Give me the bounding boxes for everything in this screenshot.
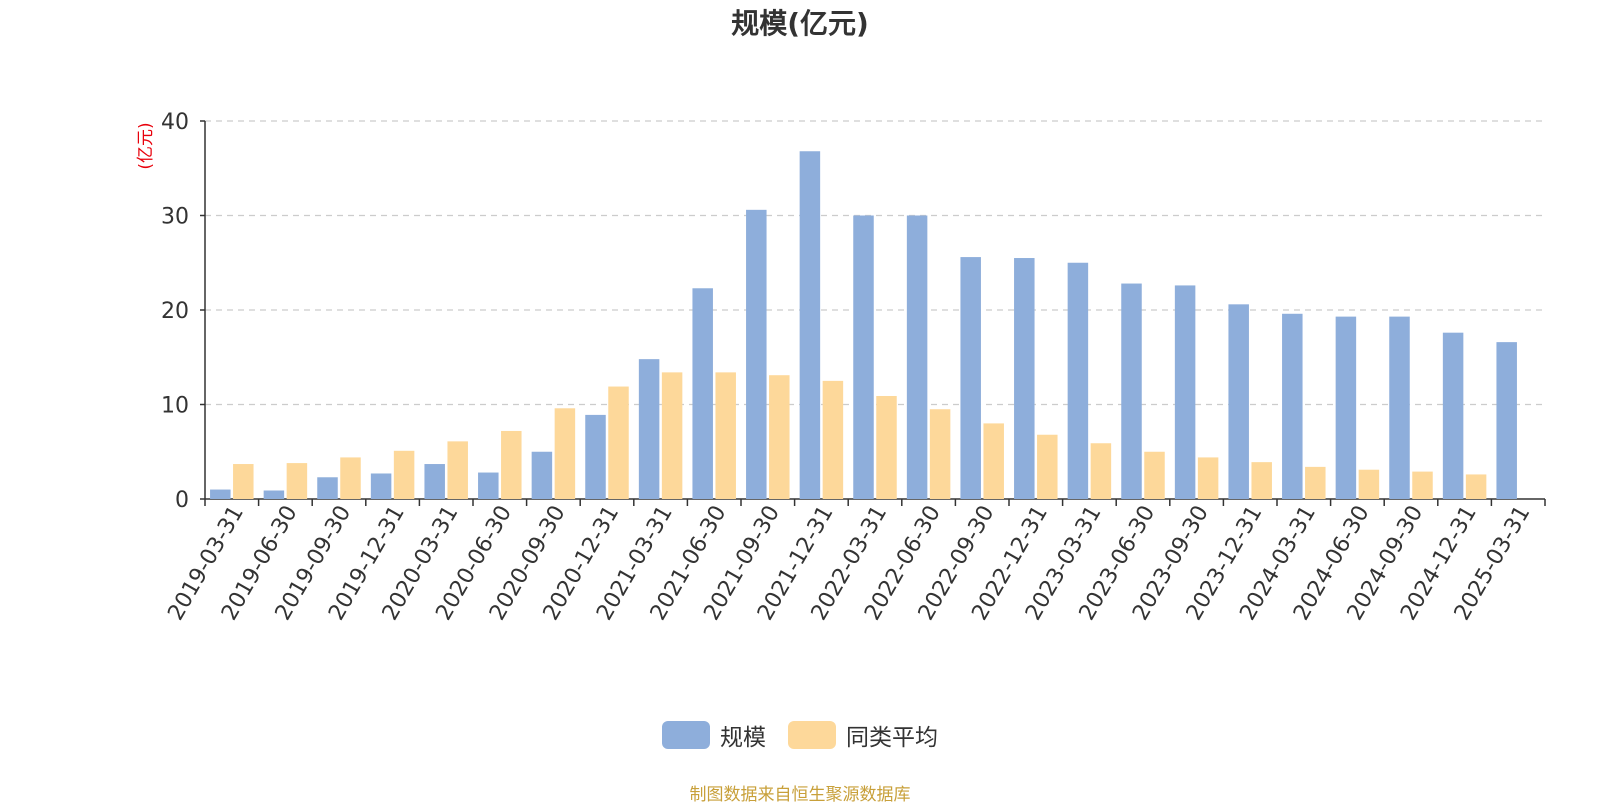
legend-item-peer-average[interactable]: 同类平均 — [788, 718, 938, 752]
source-note: 制图数据来自恒生聚源数据库 — [689, 785, 911, 805]
bar-scale — [1335, 316, 1357, 499]
bar-scale — [478, 472, 499, 499]
y-axis-label: (亿元) — [136, 122, 156, 169]
bar-scale — [1067, 262, 1089, 499]
bar-peer-average — [929, 409, 951, 499]
bar-scale — [585, 414, 606, 499]
bar-peer-average — [769, 375, 790, 499]
bar-peer-average — [393, 450, 415, 499]
bar-scale — [1389, 316, 1410, 499]
y-tick-label: 40 — [161, 110, 189, 135]
bar-scale — [317, 477, 338, 499]
legend-label-peer-average: 同类平均 — [846, 725, 938, 751]
bar-scale — [853, 215, 874, 499]
bar-peer-average — [233, 464, 254, 499]
bar-scale — [692, 288, 713, 499]
bar-peer-average — [1144, 451, 1165, 499]
y-tick-label: 0 — [175, 488, 189, 513]
bar-peer-average — [1037, 434, 1058, 499]
bar-scale — [1228, 304, 1249, 499]
bar-scale — [1121, 283, 1142, 499]
bar-peer-average — [822, 380, 844, 499]
bar-scale — [799, 151, 821, 500]
legend-item-scale[interactable]: 规模 — [662, 718, 766, 752]
bar-peer-average — [286, 463, 308, 499]
bar-peer-average — [1465, 474, 1487, 499]
tick-labels: 010203040(亿元)2019-03-312019-06-302019-09… — [136, 110, 1535, 625]
bar-scale — [210, 489, 231, 499]
bar-peer-average — [876, 395, 897, 499]
bar-peer-average — [340, 457, 361, 499]
legend-label-scale: 规模 — [720, 725, 766, 751]
bar-scale — [370, 473, 392, 499]
bar-scale — [1282, 313, 1303, 499]
bar-scale — [638, 359, 660, 499]
bar-peer-average — [1305, 466, 1326, 499]
bar-scale — [960, 257, 981, 499]
bar-peer-average — [1197, 457, 1219, 499]
bar-peer-average — [1412, 471, 1433, 499]
bar-peer-average — [983, 423, 1004, 499]
bar-peer-average — [447, 441, 468, 499]
bar-peer-average — [1251, 462, 1272, 499]
bar-peer-average — [715, 372, 736, 499]
bar-scale — [531, 451, 553, 499]
legend: 规模 同类平均 — [0, 718, 1600, 752]
y-tick-label: 10 — [161, 394, 189, 419]
bar-peer-average — [554, 408, 576, 499]
bar-scale — [746, 209, 767, 499]
bar-scale — [263, 490, 285, 499]
bar-peer-average — [661, 372, 683, 499]
grid-lines — [205, 120, 1545, 406]
bar-peer-average — [501, 430, 522, 499]
bar-peer-average — [1358, 469, 1380, 499]
bar-peer-average — [608, 386, 629, 499]
chart-title: 规模(亿元) — [731, 7, 869, 40]
legend-swatch-peer-average — [788, 721, 836, 749]
bar-scale — [906, 215, 928, 499]
bar-scale — [1014, 258, 1035, 499]
legend-swatch-scale — [662, 721, 710, 749]
bar-scale — [1442, 332, 1464, 499]
bar-scale — [1496, 342, 1517, 499]
bar-peer-average — [1090, 443, 1112, 499]
y-tick-label: 30 — [161, 205, 189, 230]
bar-scale — [1174, 285, 1196, 499]
y-tick-label: 20 — [161, 299, 189, 324]
bar-scale — [424, 464, 445, 499]
bars — [210, 151, 1517, 500]
